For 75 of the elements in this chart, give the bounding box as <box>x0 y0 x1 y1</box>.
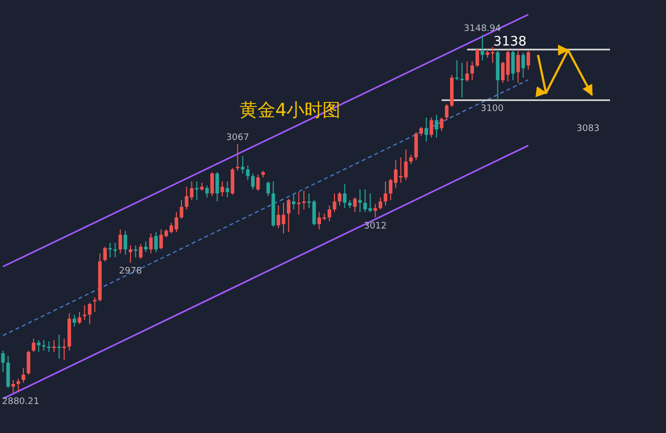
annotation: 2880.21 <box>2 397 40 407</box>
candlestick <box>32 338 36 352</box>
candlestick <box>338 192 342 206</box>
candlestick <box>251 172 255 190</box>
candlestick <box>72 314 76 328</box>
candlestick <box>302 190 306 210</box>
candlestick <box>511 49 515 81</box>
candlestick <box>266 180 270 197</box>
candlestick <box>82 304 86 321</box>
ref-line-label: 3100 <box>480 104 504 114</box>
candlestick <box>476 48 480 68</box>
candlestick <box>62 338 66 360</box>
candlestick <box>384 180 388 206</box>
candlestick <box>180 200 184 220</box>
candlestick <box>480 34 484 61</box>
candlestick <box>465 61 469 82</box>
candlestick <box>210 172 214 197</box>
candlestick <box>128 244 132 264</box>
candlestick <box>52 339 56 352</box>
candlestick <box>328 204 332 222</box>
candlestick <box>22 367 26 384</box>
candlestick <box>374 204 378 218</box>
candlestick <box>78 312 82 325</box>
candlestick <box>256 174 260 192</box>
text: 3083 <box>576 124 600 134</box>
candlestick <box>154 232 158 253</box>
candlestick <box>434 114 438 138</box>
candlestick <box>230 168 234 196</box>
candlestick <box>419 126 423 137</box>
candlestick <box>332 192 336 213</box>
candlestick <box>1 350 5 372</box>
candlestick <box>246 164 250 181</box>
candlestick <box>47 340 51 352</box>
candlestick <box>292 194 296 210</box>
annotation: 3012 <box>364 221 387 232</box>
candlestick <box>138 244 142 260</box>
candlestick <box>108 242 112 258</box>
ref-line-label: 3138 <box>493 34 527 50</box>
annotation: 3067 <box>226 133 250 144</box>
candlestick <box>342 184 346 209</box>
annotation: 2978 <box>119 266 142 277</box>
candlestick <box>220 180 224 197</box>
candlestick <box>149 232 153 254</box>
candlestick <box>378 196 382 210</box>
candlestick <box>455 60 459 81</box>
candlestick <box>88 302 92 325</box>
candlestick <box>195 180 199 201</box>
candlestick <box>11 379 15 394</box>
candlestick <box>353 196 357 213</box>
candlestick <box>444 104 448 121</box>
candlestick <box>124 230 128 256</box>
candlestick <box>240 156 244 174</box>
candlestick <box>430 117 434 138</box>
candlestick <box>103 246 107 262</box>
candlestick <box>93 296 97 313</box>
candlestick <box>57 334 61 360</box>
candlestick <box>215 172 219 202</box>
candlestick <box>424 117 428 142</box>
candlestick <box>516 49 520 84</box>
candlestick <box>6 355 10 388</box>
candlestick <box>205 184 209 198</box>
candlestick <box>36 339 40 352</box>
candlestick <box>26 350 30 376</box>
candlestick <box>470 61 474 81</box>
candlestick <box>226 180 230 198</box>
candlestick <box>286 198 290 233</box>
candlestick <box>440 117 444 132</box>
candlestick <box>144 240 148 253</box>
candlestick <box>358 188 362 213</box>
candlestick <box>526 50 530 70</box>
candlestick <box>118 228 122 254</box>
candlestick <box>521 52 525 78</box>
candlestick <box>414 132 418 161</box>
candlestick <box>16 378 20 392</box>
candlestick <box>409 154 413 165</box>
